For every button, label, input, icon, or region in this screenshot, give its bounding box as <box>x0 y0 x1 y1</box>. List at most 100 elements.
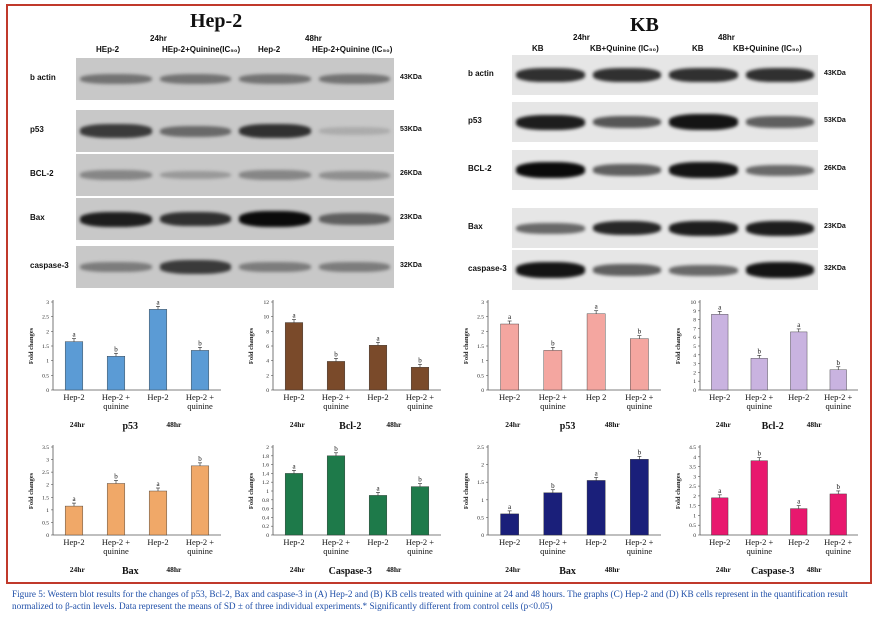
blot-band <box>318 213 390 225</box>
blot-band <box>516 162 585 178</box>
y-tick-label: 2 <box>266 445 269 451</box>
y-tick-label: 2 <box>481 463 484 469</box>
blot-band <box>592 264 661 276</box>
blot-band <box>745 220 814 236</box>
panel-a-lane-3: Hep-2 <box>258 45 281 54</box>
panel-b-title: KB <box>630 14 659 36</box>
y-tick-label: 1 <box>481 359 484 365</box>
blot-band <box>80 262 152 272</box>
y-tick-label: 1 <box>481 498 484 504</box>
significance-letter: a <box>292 312 296 320</box>
x-tick-label: Hep-2 <box>709 537 730 547</box>
panel-a-lane-1: HEp-2 <box>96 45 120 54</box>
blot-band <box>745 116 814 128</box>
x-tick-label: quinine <box>103 401 129 411</box>
blot-band <box>80 211 152 227</box>
time-label: 48hr <box>166 420 182 429</box>
x-tick-label: Hep-2 <box>367 537 388 547</box>
significance-letter: b <box>837 359 841 367</box>
significance-letter: a <box>72 331 76 339</box>
time-label: 24hr <box>70 420 86 429</box>
y-tick-label: 2.5 <box>477 315 484 321</box>
panel-b-lane-2: KB+Quinine (IC₅₀) <box>590 44 659 53</box>
y-tick-label: 1.2 <box>262 480 269 486</box>
y-tick-label: 1.5 <box>42 344 49 350</box>
y-tick-label: 0 <box>266 533 269 539</box>
protein-label: p53 <box>560 421 576 432</box>
y-tick-label: 0.2 <box>262 524 269 530</box>
y-tick-label: 0 <box>481 533 484 539</box>
y-tick-label: 3 <box>46 458 49 464</box>
y-tick-label: 2 <box>46 483 49 489</box>
blot-band <box>669 162 738 178</box>
blot-band <box>669 68 738 82</box>
blot-band <box>80 73 152 85</box>
significance-letter: b <box>114 345 118 353</box>
x-tick-label: Hep-2 + <box>186 392 214 402</box>
significance-letter: a <box>72 495 76 503</box>
blot-kda-label: 26KDa <box>824 165 846 172</box>
y-tick-label: 3 <box>46 300 49 306</box>
blot-band <box>159 125 231 137</box>
x-tick-label: Hep-2 + <box>322 537 350 547</box>
bar <box>148 490 168 536</box>
y-tick-label: 2.5 <box>477 445 484 451</box>
y-tick-label: 0.5 <box>42 373 49 379</box>
x-tick-label: Hep-2 <box>499 537 520 547</box>
y-tick-label: 2 <box>266 373 269 379</box>
blot-band <box>239 124 311 138</box>
panel-a-lane-2: HEp-2+Quinine(IC₅₀) <box>162 45 241 54</box>
bar <box>64 341 84 391</box>
significance-letter: b <box>198 455 202 463</box>
y-tick-label: 0.8 <box>262 498 269 504</box>
protein-label: Bax <box>122 566 139 577</box>
protein-label: p53 <box>122 421 138 432</box>
bar <box>586 313 606 391</box>
bar <box>106 483 126 536</box>
y-tick-label: 2.5 <box>42 315 49 321</box>
blot-band <box>745 68 814 82</box>
time-label: 24hr <box>716 565 732 574</box>
bar <box>326 361 346 391</box>
y-tick-label: 0 <box>46 533 49 539</box>
y-tick-label: 0.5 <box>42 520 49 526</box>
blot-band <box>745 164 814 176</box>
y-axis-label: Fold changes <box>248 472 255 509</box>
blot-kda-label: 43KDa <box>400 74 422 81</box>
panel-b-lane-3: KB <box>692 44 704 53</box>
time-label: 24hr <box>70 565 86 574</box>
blot-band <box>80 124 152 138</box>
bar <box>190 465 210 536</box>
significance-letter: a <box>595 469 599 477</box>
significance-letter: a <box>797 498 801 506</box>
significance-letter: a <box>718 487 722 495</box>
x-tick-label: quinine <box>103 546 129 556</box>
bar <box>790 331 808 391</box>
panel-a-lane-4: HEp-2+Quinine (IC₅₀) <box>312 45 393 54</box>
bar <box>543 492 563 536</box>
y-tick-label: 8 <box>693 318 696 324</box>
y-tick-label: 1 <box>46 359 49 365</box>
blot-band <box>516 222 585 234</box>
y-tick-label: 2 <box>481 329 484 335</box>
bar <box>410 486 430 536</box>
significance-letter: a <box>156 480 160 488</box>
blot-band <box>239 170 311 180</box>
time-label: 48hr <box>807 420 823 429</box>
x-tick-label: Hep-2 + <box>539 392 567 402</box>
y-tick-label: 0.5 <box>689 523 696 529</box>
blot-band <box>159 260 231 274</box>
x-tick-label: Hep-2 <box>499 392 520 402</box>
x-tick-label: Hep-2 <box>367 392 388 402</box>
blot-row-label: caspase-3 <box>468 264 507 273</box>
x-tick-label: Hep-2 <box>586 537 607 547</box>
y-tick-label: 1 <box>693 379 696 385</box>
y-tick-label: 0 <box>266 388 269 394</box>
y-tick-label: 5 <box>693 344 696 350</box>
y-tick-label: 0 <box>693 533 696 539</box>
y-tick-label: 10 <box>264 315 270 321</box>
blot-band <box>592 116 661 128</box>
